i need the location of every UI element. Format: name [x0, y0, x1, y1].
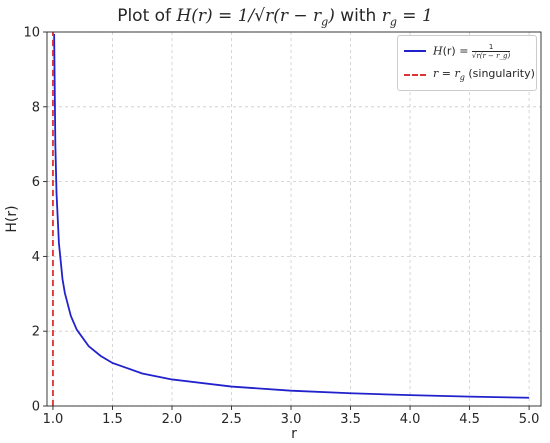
- legend-label-h: H(r) = 1 √r(r − r_g): [433, 43, 511, 60]
- chart-title: Plot of H(r) = 1/√r(r − rg) with rg = 1: [0, 6, 550, 28]
- legend: H(r) = 1 √r(r − r_g) r = rg (singularity): [397, 35, 537, 91]
- legend-h-fraction: 1 √r(r − r_g): [471, 43, 511, 60]
- title-formula-end: ): [328, 6, 335, 26]
- x-tick-label: 4.0: [400, 412, 421, 427]
- legend-h-lhs: H: [433, 44, 443, 57]
- plot-area: [52, 32, 530, 406]
- legend-line-solid: [404, 50, 426, 52]
- y-tick-label: 8: [32, 100, 40, 115]
- x-tick-label: 4.5: [459, 412, 480, 427]
- legend-rg-eq: =: [438, 67, 455, 81]
- y-tick-label: 2: [32, 325, 40, 340]
- title-param-value: = 1: [396, 6, 433, 26]
- title-param-sub: g: [389, 15, 397, 29]
- y-tick-label: 10: [23, 26, 40, 41]
- legend-h-rest: (r) =: [442, 44, 472, 57]
- x-tick-label: 2.0: [162, 412, 183, 427]
- axis-ticks: 1.0 1.5 2.0 2.5 3.0 3.5 4.0 4.5 5.0 0 2 4 6 8 10: [23, 26, 539, 428]
- legend-item-singularity: r = rg (singularity): [404, 66, 535, 84]
- legend-line-dashed: [404, 74, 426, 76]
- legend-h-frac-num: 1: [471, 43, 511, 52]
- title-formula: H(r) = 1/√r(r − r: [176, 6, 322, 26]
- title-param: r: [381, 6, 390, 26]
- x-axis-label: r: [291, 426, 297, 442]
- x-tick-label: 2.5: [221, 412, 242, 427]
- legend-rg-suffix: (singularity): [464, 67, 535, 81]
- series-line-h: [53, 33, 530, 399]
- x-tick-label: 3.0: [281, 412, 302, 427]
- title-formula-sub: g: [321, 15, 329, 29]
- x-tick-label: 1.0: [43, 412, 64, 427]
- legend-h-frac-den: √r(r − r_g): [471, 51, 511, 60]
- y-tick-label: 4: [32, 250, 40, 265]
- title-prefix: Plot of: [117, 6, 177, 26]
- y-tick-label: 6: [32, 175, 40, 190]
- y-tick-label: 0: [32, 400, 40, 415]
- legend-rg-sub: g: [459, 73, 465, 83]
- plot-frame: [46, 31, 542, 407]
- legend-rg-rg: r: [454, 67, 460, 81]
- x-tick-label: 3.5: [340, 412, 361, 427]
- title-mid: with: [334, 6, 382, 26]
- x-tick-label: 1.5: [102, 412, 123, 427]
- x-tick-label: 5.0: [519, 412, 540, 427]
- y-axis-label: H(r): [4, 205, 20, 232]
- legend-label-singularity: r = rg (singularity): [433, 67, 535, 82]
- legend-rg-r: r: [433, 67, 439, 81]
- legend-item-h: H(r) = 1 √r(r − r_g): [404, 42, 511, 60]
